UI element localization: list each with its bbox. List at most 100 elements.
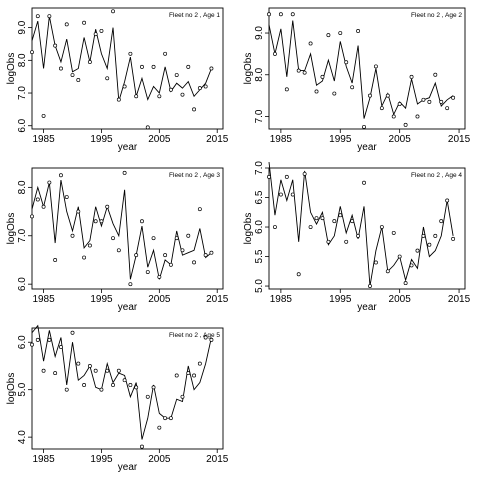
panel-4-observed-point: [445, 198, 450, 203]
panel-1-y-tick-label: 9.0: [17, 20, 28, 34]
panel-3-observed-point: [197, 207, 202, 212]
panel-4-observed-point: [403, 281, 408, 286]
panel-5-observed-point: [197, 361, 202, 366]
panel-5-observed-point: [145, 394, 150, 399]
panel-4-observed-point: [391, 230, 396, 235]
panel-2-observed-point: [451, 95, 456, 100]
panel-2-x-tick-label: 1995: [329, 134, 352, 145]
panel-1-observed-point: [203, 84, 208, 89]
panel-4-observed-point: [332, 219, 337, 224]
panel-5-observed-point: [163, 416, 168, 421]
panel-4-x-tick-label: 1985: [270, 294, 293, 305]
panel-3-x-axis-label: year: [118, 302, 138, 313]
panel-2-observed-point: [362, 124, 366, 129]
panel-1-x-axis-label: year: [118, 142, 138, 153]
panel-2-observed-point: [320, 74, 325, 79]
panel-5-y-axis-label: logObs: [6, 373, 17, 405]
panel-5-observed-point: [128, 382, 133, 387]
panel-2-observed-point: [409, 74, 414, 79]
panel-1-observed-point: [82, 20, 87, 25]
panel-3-observed-point: [41, 204, 46, 209]
panel-1-observed-point: [186, 64, 191, 69]
panel-4-observed-point: [344, 239, 349, 244]
panel-3-observed-point: [186, 233, 191, 238]
panel-1-observed-point: [180, 92, 185, 97]
panel-5-observed-point: [53, 371, 58, 376]
panel-2-observed-point: [403, 122, 408, 127]
panel-5-x-tick-label: 1985: [32, 454, 55, 465]
panel-1-observed-point: [145, 125, 150, 130]
panel-2-observed-point: [332, 91, 337, 96]
panel-5-observed-point: [105, 368, 110, 373]
panel-4-observed-point: [362, 180, 366, 185]
panel-3-x-tick-label: 1985: [32, 294, 55, 305]
panel-3-observed-point: [163, 253, 168, 258]
panel-2-title: Fleet no 2 , Age 2: [411, 12, 462, 19]
panel-1-observed-point: [122, 84, 127, 89]
panel-3-y-axis-label: logObs: [6, 213, 17, 245]
panel-4-observed-point: [308, 225, 313, 229]
panel-2-frame: [268, 7, 466, 130]
panel-5-x-axis-label: year: [118, 462, 138, 473]
panel-5-observed-point: [116, 368, 121, 373]
panel-2-observed-point: [314, 89, 319, 94]
panel-5-observed-point: [35, 337, 40, 342]
panel-4-observed-point: [397, 254, 402, 259]
panel-2: 1985 1995 2005 2015 7.0 8.0 9.0 year logObs Fleet…: [243, 7, 471, 153]
panel-3-observed-point: [116, 248, 121, 253]
panel-4-observed-point: [326, 239, 331, 244]
panel-1-observed-point: [70, 73, 75, 77]
panel-2-observed-point: [427, 99, 432, 104]
panel-5-observed-point: [93, 368, 98, 373]
panel-1-observed-point: [64, 22, 69, 27]
panel-4-observed-point: [350, 219, 355, 224]
panel-3-observed-point: [209, 250, 214, 255]
panel-4-observed-point: [385, 269, 390, 274]
panel-2-x-tick-label: 2015: [448, 134, 471, 145]
panel-3-title: Fleet no 2 , Age 3: [169, 172, 220, 179]
panel-2-observed-point: [439, 99, 444, 104]
panel-5-frame: [31, 327, 224, 450]
panel-1-observed-point: [134, 94, 139, 99]
panel-1-x-tick-label: 2015: [206, 134, 229, 145]
panel-2-observed-point: [368, 93, 372, 98]
panel-2-observed-point: [296, 68, 301, 73]
panel-3-observed-point: [76, 209, 81, 214]
panel-4-observed-point: [296, 272, 301, 277]
panel-4-x-tick-label: 2005: [389, 294, 412, 305]
panel-2-observed-point: [385, 93, 390, 98]
panel-4-y-axis-label: logObs: [243, 213, 254, 245]
panel-3-observed-point: [157, 274, 162, 279]
panel-3-observed-point: [58, 173, 63, 178]
panel-4: 1985 1995 2005 2015 5.0 5.5 6.0 6.5 7.0 year logOb…: [243, 161, 471, 313]
panel-1-observed-point: [105, 76, 110, 81]
panel-3-observed-point: [145, 270, 150, 275]
panel-2-y-axis-label: logObs: [243, 53, 254, 85]
panel-1-observed-point: [209, 66, 214, 71]
panel-4-y-tick-label: 5.5: [254, 249, 265, 263]
panel-4-observed-point: [409, 263, 414, 268]
panel-3-y-tick-label: 7.0: [17, 228, 28, 242]
panel-2-observed-point: [433, 72, 438, 77]
panel-3-observed-point: [140, 219, 144, 224]
panel-2-x-tick-label: 1985: [270, 134, 293, 145]
panel-5-observed-point: [180, 394, 185, 399]
panel-1-observed-point: [192, 107, 197, 112]
panel-5-title: Fleet no 2 , Age 5: [169, 332, 220, 339]
panel-3-x-tick-label: 1995: [90, 294, 113, 305]
panel-3-observed-point: [192, 260, 197, 265]
panel-5-observed-point: [99, 387, 104, 392]
panel-5-observed-point: [64, 387, 69, 392]
panel-5-observed-point: [41, 368, 46, 373]
panel-4-x-tick-label: 1995: [329, 294, 352, 305]
panel-3-observed-point: [99, 219, 104, 224]
panel-1-x-tick-label: 1985: [32, 134, 55, 145]
panel-2-observed-point: [267, 12, 271, 17]
panel-4-fitted-line: [268, 162, 454, 287]
panel-1-observed-point: [41, 113, 46, 118]
panel-5-observed-point: [151, 385, 156, 390]
panel-3-y-tick-label: 6.0: [17, 277, 28, 291]
panel-2-observed-point: [391, 114, 396, 119]
panel-5-y-tick-label: 5.0: [17, 382, 28, 396]
panel-1-frame: [31, 7, 224, 130]
